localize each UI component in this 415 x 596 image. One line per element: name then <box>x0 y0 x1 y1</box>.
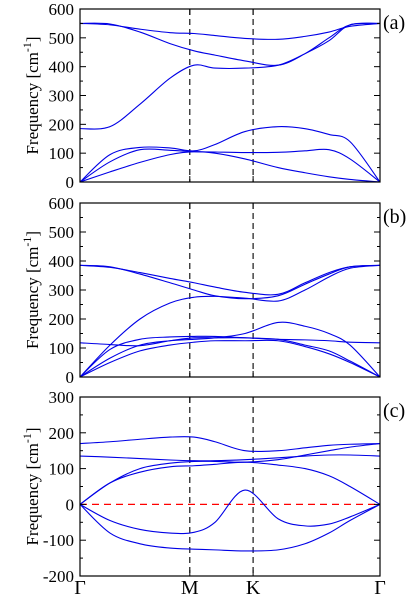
phonon-band <box>80 339 380 377</box>
phonon-band <box>80 125 380 182</box>
y-tick-label: 0 <box>66 368 75 387</box>
x-tick-label: Γ <box>74 577 86 596</box>
plot-frame <box>79 396 381 577</box>
phonon-band <box>80 22 380 130</box>
y-tick-label: 0 <box>66 495 75 514</box>
y-tick-label: 0 <box>66 173 75 192</box>
phonon-band <box>80 461 380 505</box>
phonon-band <box>80 151 380 182</box>
phonon-band <box>80 503 380 552</box>
phonon-band <box>80 454 380 462</box>
panel-a: 0 100 200 300 400 500 600 (a) Frequency [cm-1] <box>20 0 405 192</box>
y-tick-label: 400 <box>49 58 75 77</box>
panel-label: (c) <box>383 400 405 422</box>
phonon-band <box>80 442 380 505</box>
phonon-band <box>80 489 380 535</box>
y-tick-label: 100 <box>49 339 75 358</box>
phonon-band <box>80 22 380 67</box>
y-tick-label: 600 <box>49 0 75 19</box>
y-tick-label: 300 <box>49 87 75 106</box>
x-tick-label: Γ <box>374 577 386 596</box>
phonon-band <box>80 335 380 377</box>
panel-label: (b) <box>383 206 406 228</box>
phonon-band <box>80 148 380 182</box>
y-tick-label: -100 <box>43 531 74 550</box>
y-tick-label: 200 <box>49 115 75 134</box>
band-group <box>80 436 380 552</box>
y-tick-label: 500 <box>49 223 75 242</box>
y-tick-label: 200 <box>49 424 75 443</box>
y-axis-title: Frequency [cm-1] <box>20 427 42 545</box>
panel-b: 0 100 200 300 400 500 600 (b) Frequency [cm-1] <box>20 194 406 387</box>
y-tick-label: 500 <box>49 29 75 48</box>
y-axis-title: Frequency [cm-1] <box>20 231 42 349</box>
band-group <box>80 264 380 377</box>
y-tick-label: 200 <box>49 310 75 329</box>
x-tick-label: K <box>246 577 261 596</box>
phonon-band <box>80 22 380 40</box>
x-tick-label: M <box>181 577 199 596</box>
band-group <box>80 22 380 182</box>
panel-label: (a) <box>383 12 405 34</box>
y-tick-label: 400 <box>49 252 75 271</box>
phonon-band <box>80 264 380 296</box>
y-tick-label: 100 <box>49 460 75 479</box>
phonon-band <box>80 337 380 347</box>
y-tick-label: 100 <box>49 144 75 163</box>
y-tick-label: -200 <box>43 567 74 586</box>
y-tick-label: 300 <box>49 388 75 407</box>
phonon-band <box>80 264 380 377</box>
panel-c: -200 -100 0 100 200 300 (c) Frequency [cm-1] Γ M K… <box>20 388 405 596</box>
phonon-band <box>80 436 380 453</box>
phonon-band <box>80 264 380 300</box>
y-axis-title: Frequency [cm-1] <box>20 36 42 154</box>
y-tick-label: 300 <box>49 281 75 300</box>
y-tick-label: 600 <box>49 194 75 213</box>
